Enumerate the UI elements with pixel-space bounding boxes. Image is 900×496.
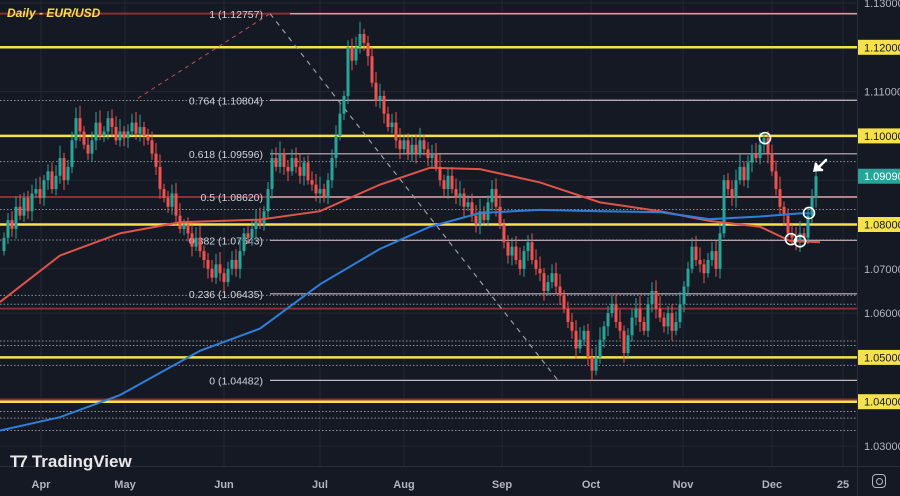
annotations	[758, 131, 828, 248]
price-axis-label: 1.10000	[864, 131, 900, 143]
price-axis-label: 1.13000	[864, 0, 900, 10]
fib-trendline-down	[269, 13, 559, 381]
time-axis-label: Sep	[492, 479, 512, 491]
time-axis-label: Jun	[214, 479, 234, 491]
time-axis-label: Aug	[393, 479, 414, 491]
tradingview-logo: T7 TradingView	[10, 452, 132, 472]
time-axis-label: Jul	[312, 479, 328, 491]
price-axis-label: 1.12000	[864, 42, 900, 54]
fib-label: 1 (1.12757)	[209, 9, 263, 21]
price-axis[interactable]: 1.13000 1.12000 1.11000 1.10000 1.09090 1.080…	[858, 0, 900, 453]
fib-label: 0.618 (1.09596)	[189, 149, 263, 161]
moving-average-blue	[0, 208, 810, 432]
time-axis-label: Oct	[582, 479, 601, 491]
time-axis-label: Nov	[673, 479, 695, 491]
annotation-circle	[784, 232, 798, 246]
time-axis-label: May	[114, 479, 136, 491]
fib-label: 0.5 (1.08620)	[201, 192, 263, 204]
annotation-circle	[793, 235, 807, 248]
red-levels	[0, 12, 857, 401]
price-axis-label: 1.04000	[864, 397, 900, 409]
time-axis-label: Dec	[762, 479, 782, 491]
price-axis-label: 1.08000	[864, 220, 900, 232]
grid	[0, 0, 857, 466]
gear-icon[interactable]	[872, 474, 886, 488]
time-axis-label: 25	[837, 479, 849, 491]
tradingview-logo-icon: T7	[10, 452, 28, 471]
fib-trendline-up	[137, 13, 271, 99]
annotation-circle	[802, 206, 816, 220]
chart-title: Daily - EUR/USD	[7, 6, 101, 20]
fibonacci-levels	[270, 13, 857, 381]
fib-label: 0 (1.04482)	[209, 375, 263, 387]
candlesticks	[2, 21, 818, 381]
price-axis-label: 1.03000	[864, 441, 900, 453]
price-axis-label: 1.09090	[864, 171, 900, 183]
time-axis-label: Apr	[32, 479, 52, 491]
annotation-circle	[758, 131, 772, 145]
moving-average-red	[0, 166, 821, 303]
time-axis[interactable]: Apr May Jun Jul Aug Sep Oct Nov Dec 25	[32, 479, 850, 491]
price-axis-label: 1.07000	[864, 264, 900, 276]
fib-label: 0.236 (1.06435)	[189, 289, 263, 301]
price-axis-label: 1.11000	[864, 87, 900, 99]
fib-label: 0.764 (1.10804)	[189, 95, 263, 107]
price-axis-label: 1.06000	[864, 308, 900, 320]
tradingview-logo-text: TradingView	[31, 452, 132, 471]
price-axis-label: 1.05000	[864, 352, 900, 364]
